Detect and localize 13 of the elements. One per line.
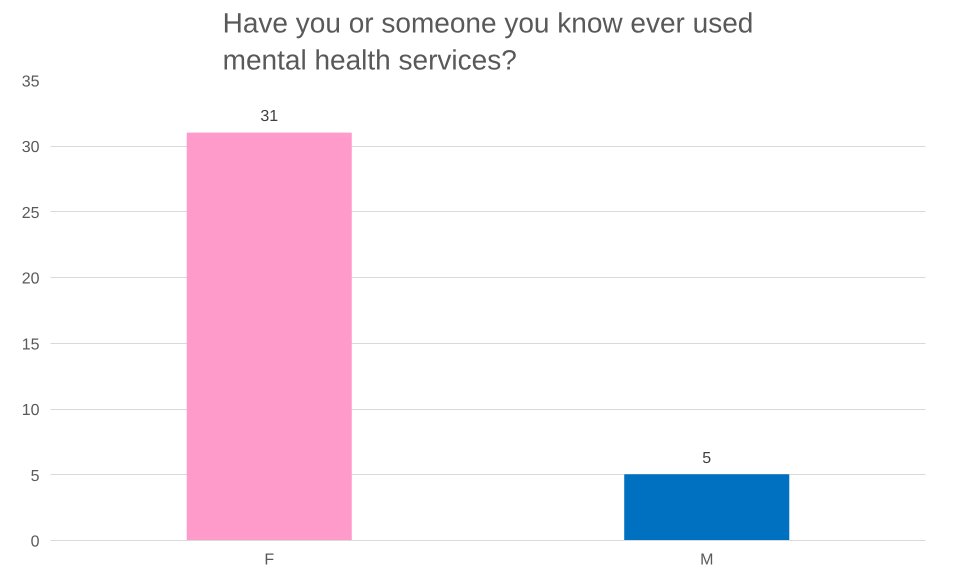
y-tick-label: 30 [22,139,40,156]
y-tick-label: 0 [30,534,40,550]
y-tick-label: 35 [22,74,40,90]
y-tick-label: 5 [30,468,40,485]
chart-title: Have you or someone you know ever used mental health services? [222,7,754,76]
data-label: 5 [702,450,712,467]
y-tick-label: 25 [22,204,40,222]
y-tick-label: 10 [22,402,40,420]
x-tick-label: F [264,552,274,568]
x-tick-label: M [700,552,714,568]
data-label: 31 [260,108,278,126]
y-tick-label: 20 [22,270,40,288]
y-tick-label: 15 [22,336,40,354]
